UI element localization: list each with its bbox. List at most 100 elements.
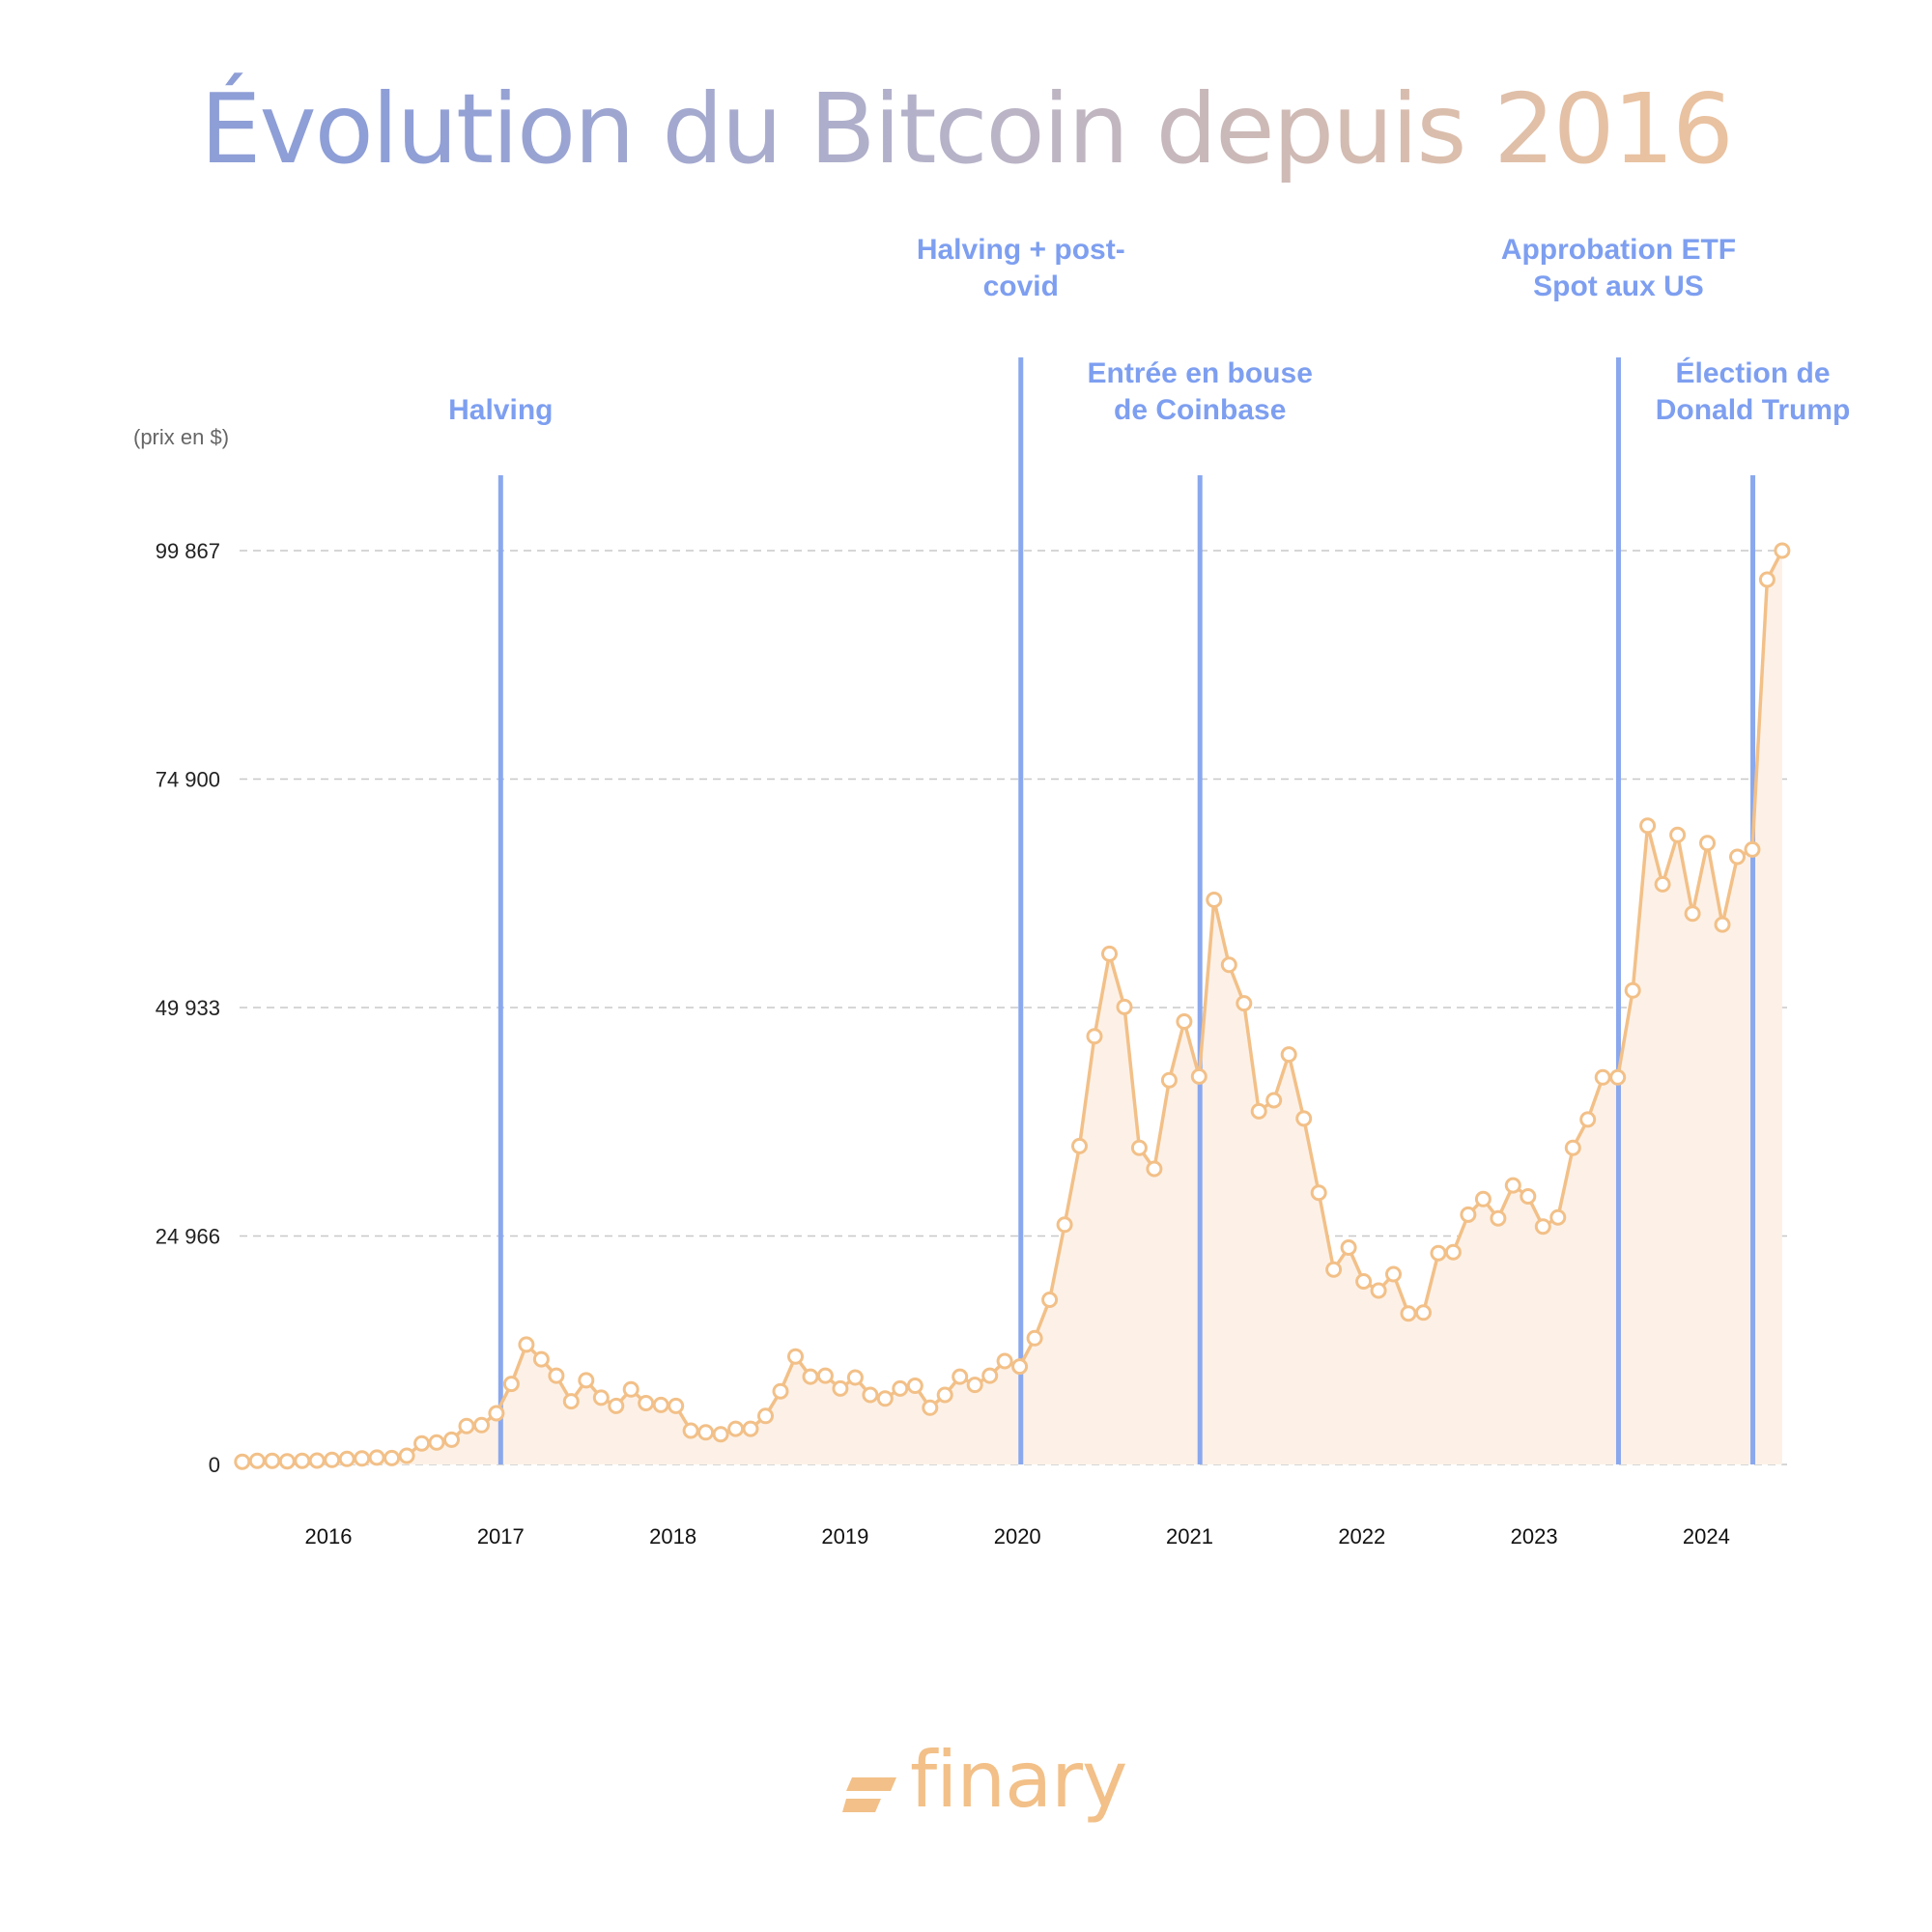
price-point xyxy=(936,1386,953,1404)
price-point xyxy=(1474,1190,1492,1208)
price-point xyxy=(1744,840,1761,858)
price-point xyxy=(1714,916,1731,933)
price-point xyxy=(1190,1067,1208,1085)
price-point xyxy=(368,1449,385,1466)
price-point xyxy=(892,1379,909,1397)
price-point xyxy=(1160,1071,1178,1089)
price-point xyxy=(1415,1304,1432,1321)
price-point xyxy=(952,1368,969,1385)
y-tick-label: 99 867 xyxy=(156,539,220,563)
price-point xyxy=(1579,1111,1597,1128)
price-point xyxy=(1460,1206,1477,1223)
price-point xyxy=(1236,995,1253,1012)
price-point xyxy=(682,1422,699,1439)
event-label: Halving + post-covid xyxy=(917,234,1125,302)
price-point xyxy=(652,1396,669,1413)
price-point xyxy=(876,1390,894,1407)
y-tick-label: 0 xyxy=(209,1453,220,1477)
price-point xyxy=(697,1424,715,1441)
price-point xyxy=(846,1369,864,1386)
price-point xyxy=(324,1451,341,1468)
price-point xyxy=(1594,1068,1611,1086)
price-point xyxy=(1041,1292,1059,1308)
price-point xyxy=(772,1382,789,1400)
x-tick-label: 2019 xyxy=(821,1524,868,1548)
price-point xyxy=(757,1407,774,1425)
price-point xyxy=(294,1452,311,1469)
price-point xyxy=(787,1348,804,1365)
price-point xyxy=(1056,1216,1073,1234)
x-tick-label: 2021 xyxy=(1166,1524,1213,1548)
y-tick-label: 24 966 xyxy=(156,1225,220,1249)
price-point xyxy=(1639,817,1657,835)
price-point xyxy=(1549,1208,1567,1226)
price-point xyxy=(712,1426,729,1443)
price-point xyxy=(906,1378,923,1394)
price-point xyxy=(548,1367,565,1384)
price-point xyxy=(398,1447,415,1464)
price-point xyxy=(668,1397,685,1414)
event-label: Halving xyxy=(448,394,553,426)
price-point xyxy=(428,1434,445,1451)
price-point xyxy=(1101,945,1118,962)
price-point xyxy=(278,1453,296,1470)
price-point xyxy=(1026,1329,1043,1347)
x-tick-label: 2016 xyxy=(305,1524,353,1548)
price-point xyxy=(1654,875,1671,893)
price-point xyxy=(502,1376,520,1393)
price-point xyxy=(578,1372,595,1389)
price-point xyxy=(816,1367,834,1384)
price-point xyxy=(458,1417,475,1435)
finary-logo-icon xyxy=(842,1777,896,1812)
price-point xyxy=(1116,998,1133,1015)
price-point xyxy=(922,1399,939,1416)
price-point xyxy=(1086,1028,1103,1045)
price-point xyxy=(1176,1013,1193,1030)
finary-logo: finary xyxy=(842,1735,1127,1853)
price-point xyxy=(308,1452,326,1469)
price-point xyxy=(1758,571,1776,588)
price-point xyxy=(1624,981,1641,999)
price-point xyxy=(981,1367,999,1384)
x-tick-label: 2017 xyxy=(477,1524,525,1548)
event-label: Élection de Donald Trump xyxy=(1656,356,1851,426)
event-label: Entrée en bouse de Coinbase xyxy=(1087,357,1312,426)
price-area xyxy=(242,551,1782,1464)
price-point xyxy=(1295,1110,1313,1127)
price-point xyxy=(802,1368,819,1385)
y-tick-label: 74 900 xyxy=(156,768,220,792)
price-point xyxy=(1430,1244,1447,1262)
price-point xyxy=(1206,892,1223,908)
price-point xyxy=(1310,1184,1327,1202)
price-point xyxy=(727,1420,745,1437)
price-point xyxy=(638,1395,655,1411)
price-point xyxy=(1280,1046,1297,1064)
price-point xyxy=(742,1420,759,1437)
y-axis-label: (prix en $) xyxy=(133,425,229,449)
price-point xyxy=(1609,1068,1627,1086)
price-point xyxy=(1355,1273,1373,1290)
price-point xyxy=(1340,1239,1357,1256)
x-tick-label: 2018 xyxy=(649,1524,696,1548)
price-point xyxy=(1400,1305,1417,1322)
price-point xyxy=(1729,848,1746,866)
price-point xyxy=(996,1352,1013,1370)
price-point xyxy=(1250,1102,1267,1120)
price-point xyxy=(532,1350,550,1368)
chart-title: Évolution du Bitcoin depuis 2016 xyxy=(0,72,1932,185)
price-point xyxy=(1669,826,1687,843)
x-tick-label: 2023 xyxy=(1511,1524,1558,1548)
price-point xyxy=(1699,835,1716,852)
price-point xyxy=(384,1449,401,1466)
price-point xyxy=(622,1380,639,1398)
price-point xyxy=(1220,956,1237,974)
event-label: Approbation ETF Spot aux US xyxy=(1501,234,1736,302)
brand-name: finary xyxy=(910,1735,1127,1825)
x-tick-label: 2022 xyxy=(1338,1524,1385,1548)
price-point xyxy=(234,1453,251,1470)
price-point xyxy=(1534,1218,1551,1236)
price-point xyxy=(1385,1265,1402,1283)
price-point xyxy=(1504,1177,1521,1194)
price-point xyxy=(1146,1160,1163,1178)
